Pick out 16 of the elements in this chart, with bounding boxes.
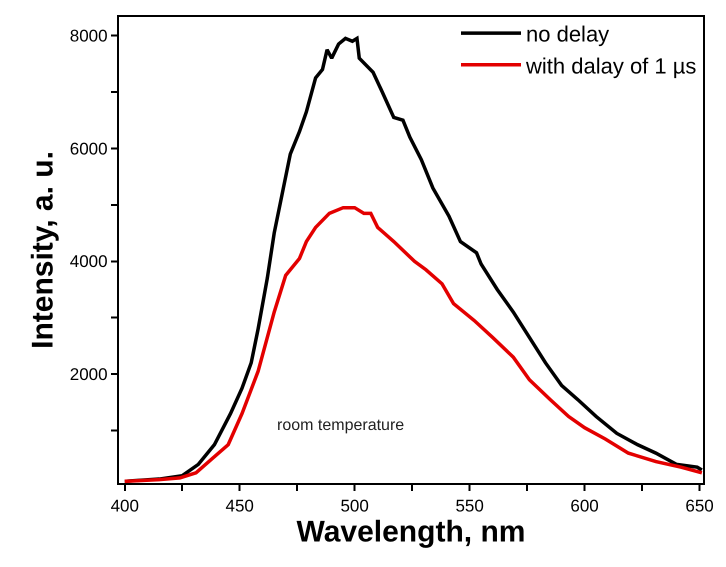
x-tick-label: 600 <box>570 496 599 516</box>
y-tick-label: 8000 <box>70 26 108 46</box>
y-tick-label: 6000 <box>70 139 108 158</box>
x-tick-label: 400 <box>110 496 139 516</box>
legend-label: no delay <box>526 22 610 47</box>
x-tick-label: 500 <box>340 496 369 516</box>
line-series <box>123 206 703 483</box>
y-tick-label: 2000 <box>70 365 108 384</box>
y-tick-label: 4000 <box>70 252 108 272</box>
x-tick-label: 650 <box>685 496 714 516</box>
legend-label: with dalay of 1 µs <box>525 53 696 78</box>
x-tick-label: 550 <box>455 496 484 516</box>
x-tick-label: 450 <box>226 496 254 516</box>
y-axis-title: Intensity, a. u. <box>26 151 60 349</box>
x-axis-title: Wavelength, nm <box>296 515 526 548</box>
annotation: room temperature <box>277 417 404 434</box>
